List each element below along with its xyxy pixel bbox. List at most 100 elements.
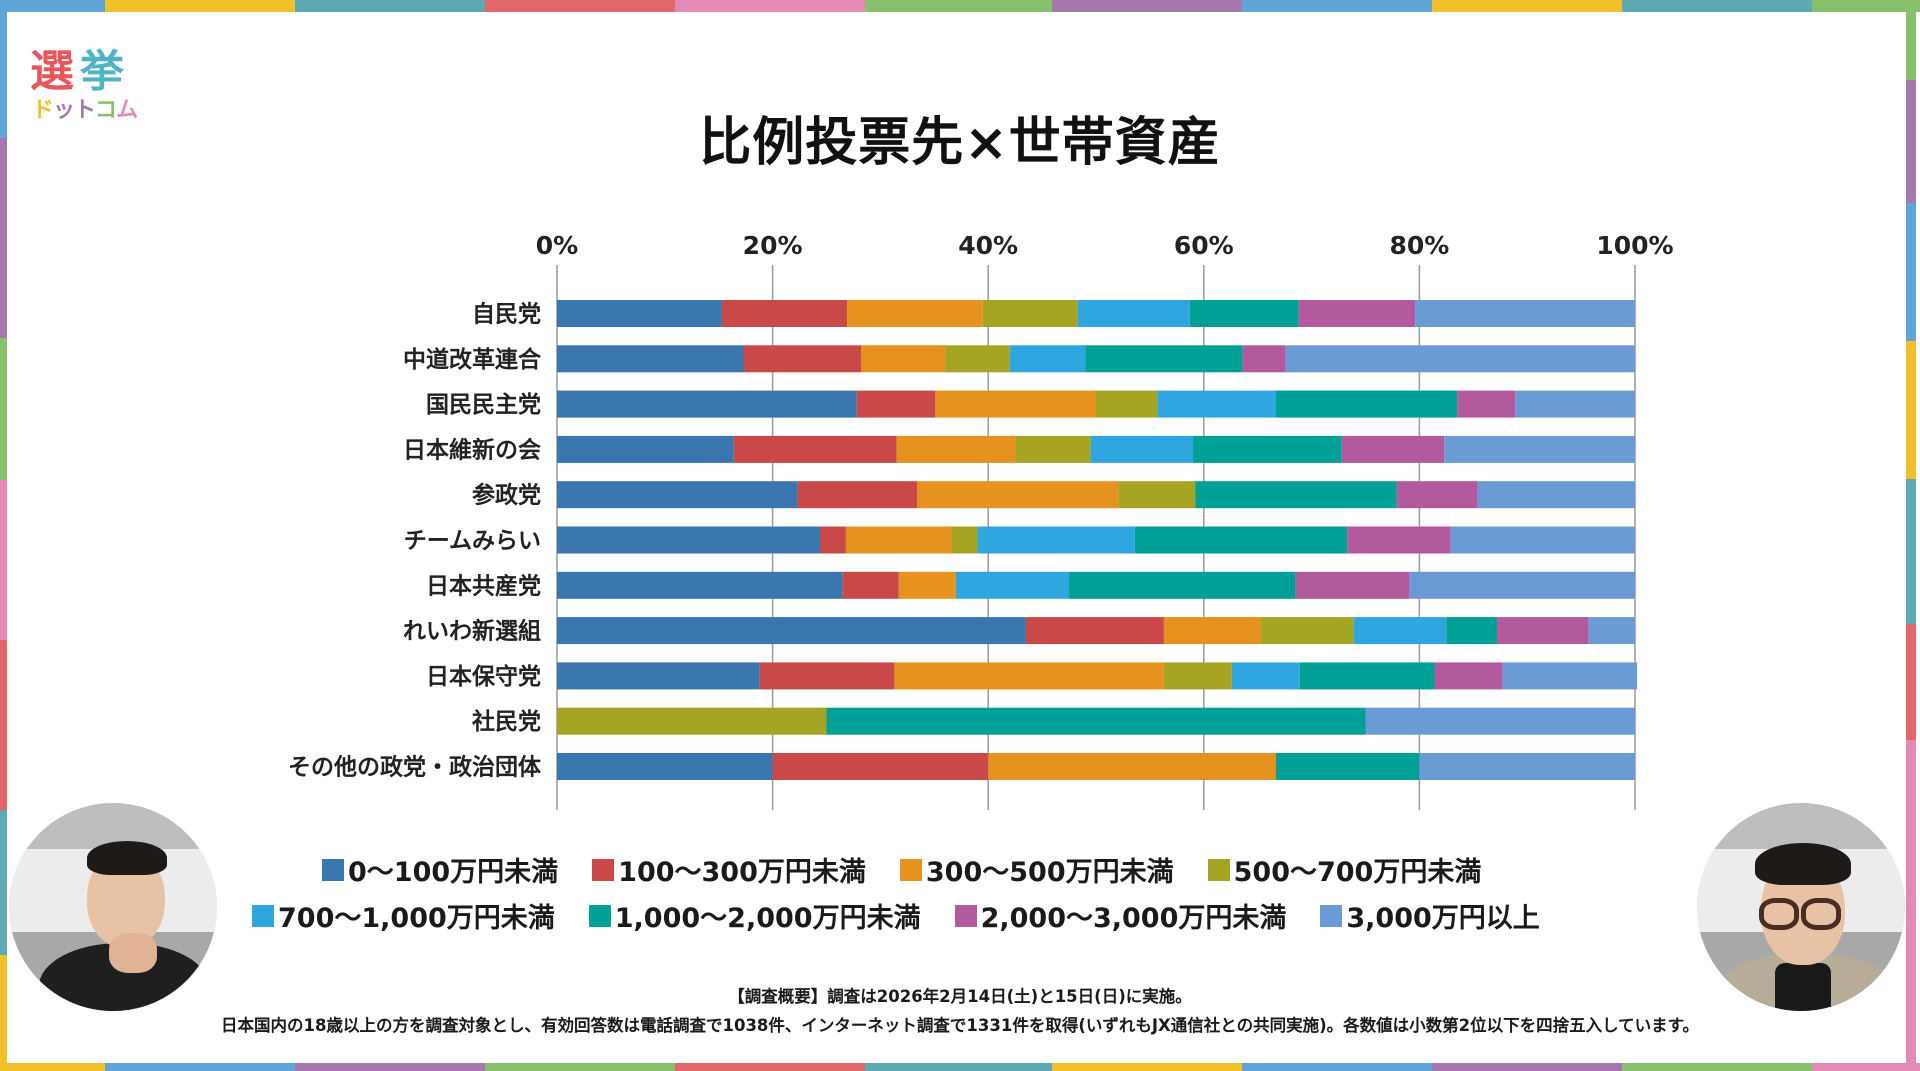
logo-kanji-2: 挙 <box>80 46 124 97</box>
frame-color-segment <box>0 810 7 955</box>
bar-segment <box>1195 481 1397 509</box>
bar-segment <box>1419 753 1635 780</box>
category-label: 日本維新の会 <box>403 436 541 463</box>
bar-row <box>557 707 1635 735</box>
bar-row <box>557 390 1635 418</box>
frame-color-segment <box>865 1063 1052 1071</box>
category-label: 自民党 <box>472 301 541 328</box>
bar-row <box>557 345 1635 373</box>
x-tick-label: 60% <box>1174 231 1234 260</box>
bar-row <box>557 526 1635 554</box>
frame-color-segment <box>1906 624 1916 740</box>
bar-segment <box>1396 481 1478 509</box>
frame-color-segment <box>1432 1063 1622 1071</box>
bar-segment <box>1015 435 1091 463</box>
legend-label: 1,000～2,000万円未満 <box>614 903 921 934</box>
bar-segment <box>1299 662 1435 690</box>
webcam-host-right <box>1697 803 1905 1011</box>
bar-segment <box>1260 617 1354 645</box>
bar-segment <box>955 571 1070 599</box>
logo-kana-char: ド <box>32 98 54 123</box>
bar-segment <box>557 435 734 463</box>
legend-item: 500～700万円未満 <box>1207 850 1481 889</box>
x-tick-label: 20% <box>743 231 803 260</box>
logo-kana: ドットコム <box>32 98 138 124</box>
legend-swatch <box>899 858 922 881</box>
legend-item: 3,000万円以上 <box>1320 896 1540 935</box>
bar-segment <box>1163 617 1261 645</box>
logo-kana-char: ト <box>74 98 96 123</box>
bar-segment <box>797 481 918 509</box>
frame-color-segment <box>295 0 485 12</box>
bar-segment <box>982 300 1078 327</box>
x-tick-label: 80% <box>1389 231 1449 260</box>
bar-segment <box>557 571 843 599</box>
bar-segment <box>557 300 722 327</box>
frame-color-segment <box>485 0 675 12</box>
bar-segment <box>1085 345 1243 373</box>
bar-row <box>557 753 1635 780</box>
frame-color-segment <box>1052 0 1242 12</box>
bar-segment <box>988 753 1277 780</box>
frame-color-segment <box>295 1063 485 1071</box>
bar-segment <box>1409 571 1635 599</box>
frame-color-segment <box>105 1063 295 1071</box>
category-label: 日本共産党 <box>426 572 541 599</box>
category-label: 中道改革連合 <box>403 346 542 373</box>
bar-segment <box>1365 707 1635 735</box>
survey-note-line-2: 日本国内の18歳以上の方を調査対象とし、有効回答数は電話調査で1038件、インタ… <box>221 1016 1699 1035</box>
bar-segment <box>1276 753 1420 780</box>
legend-swatch <box>954 904 977 927</box>
legend-label: 2,000～3,000万円未満 <box>980 903 1287 934</box>
bar-segment <box>759 662 895 690</box>
person-collar <box>1775 963 1831 1011</box>
bar-segment <box>772 753 989 780</box>
legend-item: 100～300万円未満 <box>592 850 866 889</box>
bar-segment <box>898 571 956 599</box>
bar-segment <box>842 571 899 599</box>
legend-swatch <box>322 858 344 881</box>
x-tick-label: 40% <box>958 231 1018 260</box>
logo-kana-char: コ <box>95 98 117 123</box>
frame-color-segment <box>0 138 7 338</box>
bar-segment <box>557 662 760 690</box>
bar-segment <box>557 526 821 554</box>
bar-segment <box>557 345 744 373</box>
frame-color-segment <box>1052 1063 1242 1071</box>
frame-color-segment <box>1432 0 1622 12</box>
bar-segment <box>1457 390 1516 418</box>
bar-segment <box>1276 390 1458 418</box>
person-hair <box>87 841 167 875</box>
frame-color-segment <box>0 1063 105 1071</box>
frame-color-segment <box>485 1063 675 1071</box>
legend-label: 300～500万円未満 <box>925 857 1174 888</box>
frame-color-segment <box>1906 740 1916 1063</box>
bar-segment <box>557 617 1026 645</box>
bar-segment <box>951 526 978 554</box>
category-label: チームみらい <box>404 528 541 554</box>
bar-segment <box>1163 662 1232 690</box>
site-logo: 選 挙 ドットコム <box>30 48 140 130</box>
bar-segment <box>1353 617 1447 645</box>
bar-row <box>557 571 1635 599</box>
bar-segment <box>557 481 798 509</box>
legend-item: 1,000～2,000万円未満 <box>588 896 921 935</box>
bar-segment <box>1090 435 1194 463</box>
x-tick-labels: 0% 20% 40% 60% 80% 100% <box>536 231 1674 260</box>
bar-row <box>557 300 1635 327</box>
bar-segment <box>1231 662 1300 690</box>
bar-row <box>557 435 1635 463</box>
bar-segment <box>1450 526 1635 554</box>
frame-color-segment <box>675 1063 865 1071</box>
bar-segment <box>1434 662 1503 690</box>
bar-segment <box>1502 662 1638 690</box>
bar-segment <box>1285 345 1635 373</box>
bar-segment <box>1515 390 1635 418</box>
legend-swatch <box>592 858 615 881</box>
frame-color-segment <box>1906 203 1916 341</box>
bar-segment <box>845 526 952 554</box>
bar-row <box>557 662 1638 690</box>
legend-swatch <box>252 904 274 927</box>
legend-swatch <box>1320 904 1343 927</box>
frame-color-segment <box>1906 341 1916 479</box>
